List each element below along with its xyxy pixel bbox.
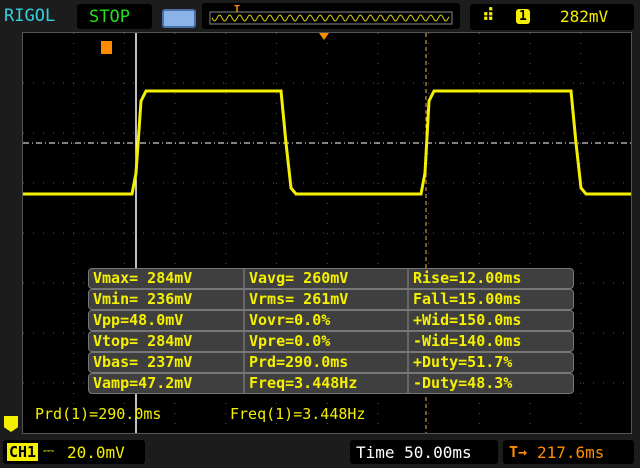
measurement-value: Rise=12.00ms	[413, 269, 522, 287]
rising-edge-icon: ⠾	[482, 6, 495, 26]
measurement-row: Vmin= 236mV Vrms= 261mV Fall=15.00ms	[88, 289, 574, 310]
measurement-row: Vamp=47.2mV Freq=3.448Hz -Duty=48.3%	[88, 373, 574, 394]
waveform-overview: T	[209, 4, 453, 25]
channel-settings[interactable]: CH1 ⎓ 20.0mV	[3, 440, 145, 464]
measurement-value: Prd=290.0ms	[245, 353, 409, 372]
dc-coupling-icon: ⎓	[43, 443, 55, 459]
timebase-label: Time 50.00ms	[356, 443, 472, 462]
brand-logo: RIGOL	[4, 6, 56, 26]
period-readout: Prd(1)=290.0ms	[35, 405, 162, 423]
overview-wave	[211, 14, 450, 22]
measurement-row: Vbas= 237mV Prd=290.0ms +Duty=51.7%	[88, 352, 574, 373]
channel1-trace	[23, 89, 631, 196]
measurement-value: Vovr=0.0%	[245, 311, 409, 330]
measurement-row: Vmax= 284mV Vavg= 260mV Rise=12.00ms	[88, 268, 574, 289]
channel-ground-marker[interactable]	[4, 416, 18, 432]
measurement-value: Vrms= 261mV	[245, 290, 409, 309]
trigger-level: 282mV	[560, 7, 609, 26]
measurement-value: Vtop= 284mV	[89, 332, 245, 351]
measurement-value: Fall=15.00ms	[413, 290, 522, 308]
waveform-svg	[23, 33, 631, 433]
timebase[interactable]: Time 50.00ms	[350, 440, 498, 464]
run-state-label: STOP	[89, 7, 130, 27]
measurement-value: -Duty=48.3%	[413, 374, 513, 392]
measurement-value: Vavg= 260mV	[245, 269, 409, 288]
battery-icon	[162, 9, 196, 28]
memory-depth-bar: T	[202, 3, 460, 29]
brand-box: RIGOL	[0, 3, 68, 29]
trigger-channel-badge: 1	[516, 9, 530, 24]
volts-per-div: 20.0mV	[67, 443, 125, 462]
trigger-marker-icon	[101, 41, 112, 54]
trigger-offset-value: 217.6ms	[537, 443, 605, 462]
run-state[interactable]: STOP	[77, 4, 152, 29]
trigger-info[interactable]: ⠾ 1 282mV	[470, 4, 634, 30]
trigger-position-marker: T	[234, 4, 240, 15]
measurement-value: +Wid=150.0ms	[413, 311, 522, 329]
trigger-offset-icon: T→	[509, 443, 528, 461]
measurement-value: Vpre=0.0%	[245, 332, 409, 351]
frequency-readout: Freq(1)=3.448Hz	[230, 405, 366, 423]
measurement-row: Vtop= 284mV Vpre=0.0% -Wid=140.0ms	[88, 331, 574, 352]
measurement-row: Vpp=48.0mV Vovr=0.0% +Wid=150.0ms	[88, 310, 574, 331]
trigger-position-marker	[319, 33, 329, 40]
measurement-value: Vmin= 236mV	[89, 290, 245, 309]
measurement-value: Vamp=47.2mV	[89, 374, 245, 393]
measurement-value: Freq=3.448Hz	[245, 374, 409, 393]
channel-label: CH1	[7, 443, 39, 461]
measurement-value: -Wid=140.0ms	[413, 332, 522, 350]
measurement-value: Vpp=48.0mV	[89, 311, 245, 330]
measurement-value: Vmax= 284mV	[89, 269, 245, 288]
measurement-value: Vbas= 237mV	[89, 353, 245, 372]
measurement-value: +Duty=51.7%	[413, 353, 513, 371]
trigger-offset[interactable]: T→ 217.6ms	[503, 440, 634, 464]
